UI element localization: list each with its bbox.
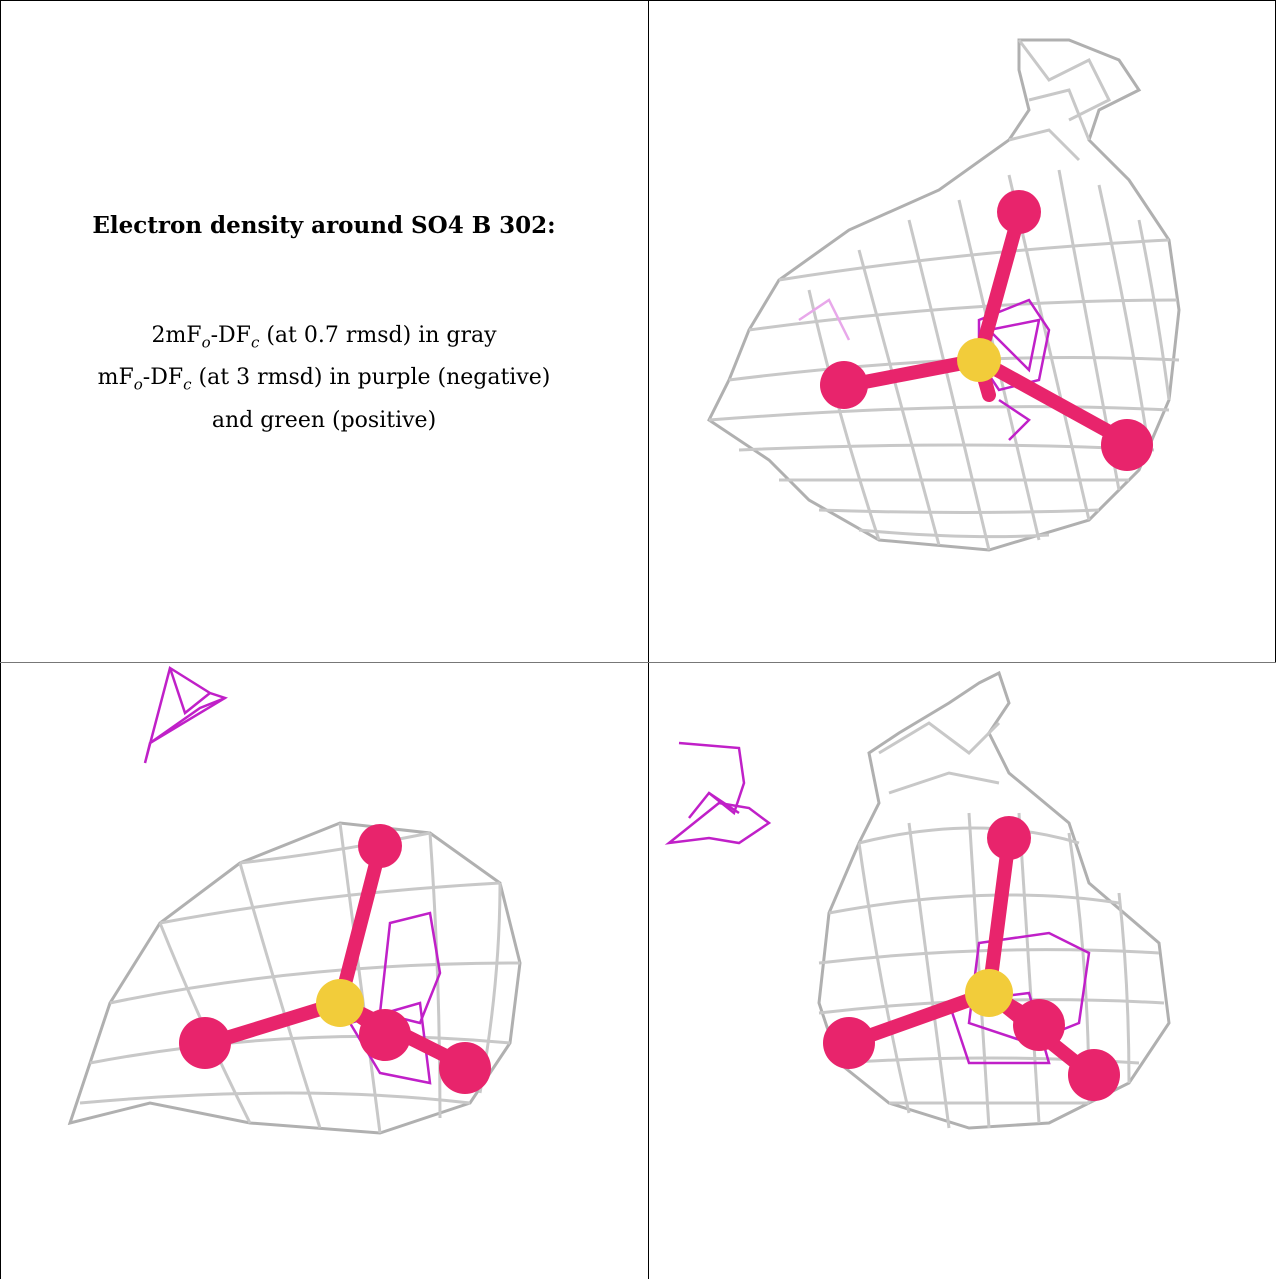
grid-divider-vertical xyxy=(648,0,649,1279)
legend-line-green: and green (positive) xyxy=(211,407,437,433)
grid-divider-horizontal xyxy=(0,662,1276,663)
legend-line2-sub2: c xyxy=(183,375,192,394)
density-view-top-right-svg xyxy=(707,38,1181,552)
purple-mesh-fragment xyxy=(664,741,772,845)
grid-border-top xyxy=(0,0,1276,1)
legend-line-mfo: mFo-DFc (at 3 rmsd) in purple (negative) xyxy=(0,360,648,402)
legend-line2-sub1: o xyxy=(133,375,143,394)
legend-line1-mid: -DF xyxy=(210,323,251,348)
bottom-left-view xyxy=(0,663,648,1279)
legend-line1-suffix: (at 0.7 rmsd) in gray xyxy=(259,323,497,348)
purple-mesh-fragment xyxy=(143,666,228,764)
top-right-view xyxy=(649,0,1276,662)
density-view-bottom-right-svg xyxy=(664,670,1171,1130)
purple-mesh xyxy=(348,911,442,1085)
legend-line1-sub1: o xyxy=(201,333,211,352)
legend-line2-mid: -DF xyxy=(142,365,184,391)
legend-line1-sub2: c xyxy=(250,333,260,352)
so4-molecule xyxy=(823,816,1120,1101)
legend-line1-prefix: 2mF xyxy=(151,323,202,348)
purple-mesh xyxy=(798,298,1051,441)
so4-molecule xyxy=(820,190,1153,471)
figure-title: Electron density around SO4 B 302: xyxy=(92,212,556,239)
density-view-bottom-left-svg xyxy=(67,666,522,1135)
bottom-right-view xyxy=(649,663,1276,1279)
grid-border-left xyxy=(0,0,1,1279)
legend-line-2mfo: 2mFo-DFc (at 0.7 rmsd) in gray xyxy=(0,318,648,360)
so4-molecule xyxy=(179,824,491,1094)
figure-legend: 2mFo-DFc (at 0.7 rmsd) in gray mFo-DFc (… xyxy=(0,318,648,438)
gray-mesh xyxy=(707,38,1181,552)
legend-line2-suffix: (at 3 rmsd) in purple (negative) xyxy=(191,365,551,391)
legend-line2-prefix: mF xyxy=(97,365,134,391)
caption-panel: Electron density around SO4 B 302: 2mFo-… xyxy=(0,0,648,662)
